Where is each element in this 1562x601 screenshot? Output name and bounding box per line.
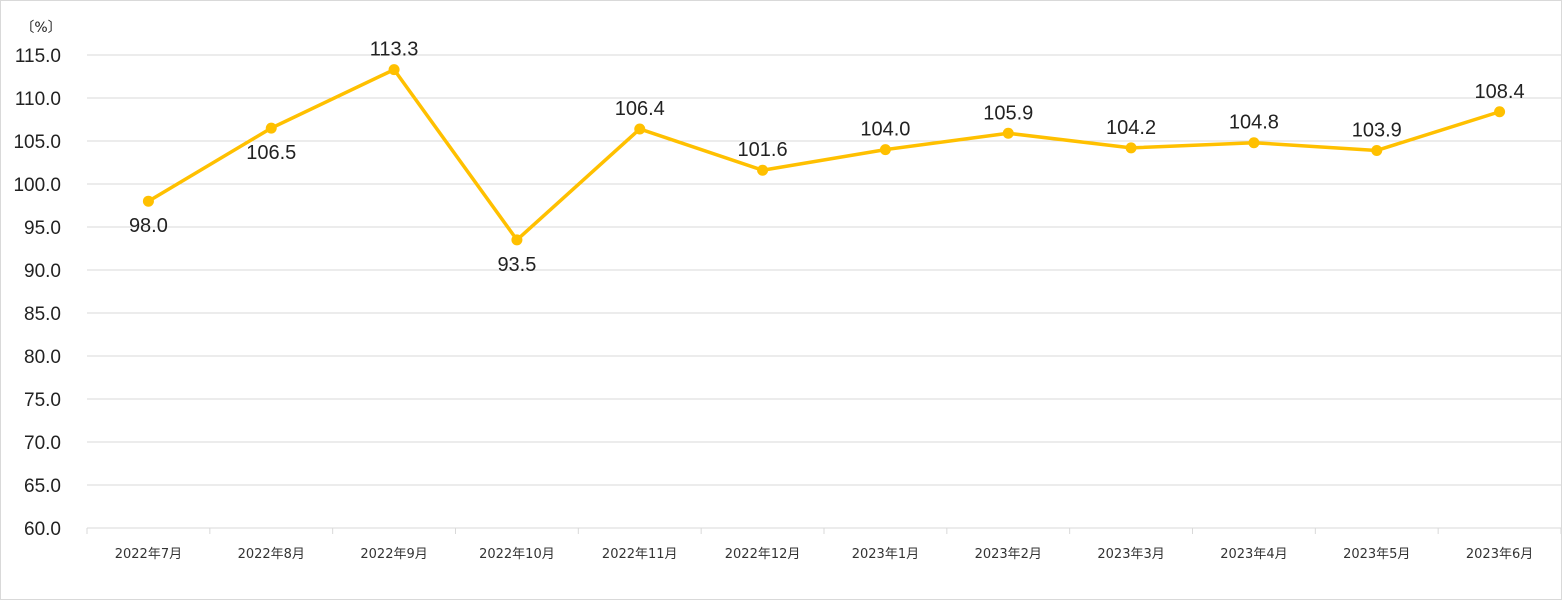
x-tick-label: 2023年1月 — [852, 547, 919, 562]
x-tick-label: 2022年8月 — [238, 547, 305, 562]
data-label: 113.3 — [370, 39, 419, 61]
data-point — [1371, 144, 1383, 156]
y-tick-label: 90.0 — [24, 261, 61, 282]
data-point — [757, 164, 769, 176]
series-line-group — [147, 67, 1501, 242]
data-point — [634, 123, 646, 135]
data-label: 108.4 — [1475, 81, 1525, 103]
y-tick-label: 100.0 — [13, 175, 61, 196]
data-point — [1248, 137, 1260, 149]
data-point — [1494, 106, 1506, 118]
x-tick-label: 2023年3月 — [1097, 547, 1164, 562]
data-label: 93.5 — [497, 254, 536, 276]
gridlines — [87, 54, 1561, 529]
data-label: 104.0 — [860, 119, 910, 141]
y-tick-label: 95.0 — [24, 218, 61, 239]
x-tick-label: 2022年10月 — [479, 547, 555, 562]
y-tick-label: 105.0 — [13, 132, 61, 153]
data-point — [142, 195, 154, 207]
x-tick-label: 2022年11月 — [602, 547, 678, 562]
y-tick-label: 80.0 — [24, 347, 61, 368]
y-tick-label: 115.0 — [15, 46, 61, 67]
data-point — [879, 144, 891, 156]
y-axis-ticks: 60.0 65.0 70.0 75.0 80.0 85.0 90.0 95.0 100.0 105… — [13, 46, 61, 540]
data-label: 104.8 — [1229, 112, 1279, 134]
y-tick-label: 65.0 — [24, 476, 61, 497]
x-tick-label: 2022年7月 — [115, 547, 182, 562]
series-line — [147, 67, 1501, 242]
data-label: 104.2 — [1106, 117, 1156, 139]
data-point — [265, 122, 277, 134]
y-tick-label: 75.0 — [24, 390, 61, 411]
data-label: 101.6 — [738, 139, 788, 161]
data-label: 98.0 — [129, 215, 168, 237]
x-tick-label: 2023年5月 — [1343, 547, 1410, 562]
x-tick-label: 2023年4月 — [1220, 547, 1287, 562]
data-label: 105.9 — [983, 102, 1033, 124]
data-label: 106.5 — [246, 142, 296, 164]
data-label: 103.9 — [1352, 119, 1402, 141]
y-tick-label: 110.0 — [15, 89, 61, 110]
y-tick-label: 60.0 — [24, 519, 61, 540]
data-labels: 98.0 106.5 113.3 93.5 106.4 101.6 104.0 105.9 10… — [129, 39, 1525, 276]
y-tick-label: 85.0 — [24, 304, 61, 325]
data-point — [388, 64, 400, 76]
x-axis-ticks: 2022年7月 2022年8月 2022年9月 2022年10月 2022年11月 202… — [86, 528, 1562, 562]
y-axis-unit-label: 〔%〕 — [20, 20, 61, 36]
data-point — [511, 234, 523, 246]
x-tick-label: 2022年12月 — [725, 547, 801, 562]
x-tick-label: 2023年2月 — [975, 547, 1042, 562]
data-point — [1002, 127, 1014, 139]
data-points — [142, 64, 1506, 246]
data-label: 106.4 — [615, 98, 665, 120]
x-tick-label: 2023年6月 — [1466, 547, 1533, 562]
data-point — [1125, 142, 1137, 154]
x-tick-label: 2022年9月 — [360, 547, 427, 562]
y-tick-label: 70.0 — [24, 433, 61, 454]
